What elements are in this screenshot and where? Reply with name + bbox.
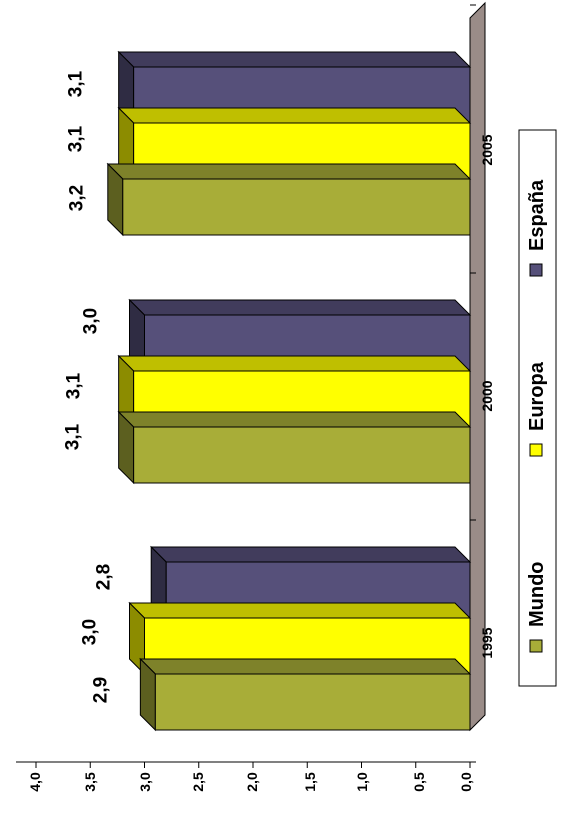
data-label-espana-1995: 2,8 xyxy=(94,564,115,590)
bar-depth-face xyxy=(117,107,472,124)
data-label-espana-2005: 3,1 xyxy=(66,70,87,97)
category-label: 2000 xyxy=(479,380,495,411)
value-tick-label: 3,5 xyxy=(82,772,98,792)
data-label-espana-2000: 3,0 xyxy=(81,308,102,334)
legend-label-europa: Europa xyxy=(526,361,548,431)
data-label-mundo-2000: 3,1 xyxy=(63,423,84,450)
value-tick-label: 2,0 xyxy=(244,772,260,792)
data-label-europa-2005: 3,1 xyxy=(66,125,87,152)
value-tick-label: 0,5 xyxy=(411,772,427,792)
bar-depth-face xyxy=(128,602,472,619)
data-label-mundo-2005: 3,2 xyxy=(67,185,88,211)
legend-swatch-espana xyxy=(529,263,543,277)
legend-swatch-mundo xyxy=(529,639,543,653)
value-tick-label: 1,0 xyxy=(354,772,370,792)
bar-mundo-1995 xyxy=(139,657,472,732)
bar-mundo-2000 xyxy=(117,410,472,485)
bar-depth-face xyxy=(117,51,472,68)
bar-depth-face xyxy=(128,299,472,316)
value-axis-ticks: 0,0 0,5 1,0 1,5 2,0 2,5 3,0 3,5 4,0 xyxy=(27,772,474,792)
chart-floor xyxy=(469,1,486,732)
legend-label-espana: España xyxy=(526,179,548,251)
bar-front-face xyxy=(133,426,471,484)
category-labels: 1995 2000 2005 xyxy=(479,134,495,658)
category-label: 1995 xyxy=(479,627,495,658)
bar-depth-face xyxy=(149,546,472,563)
legend-label-mundo: Mundo xyxy=(526,561,548,627)
value-tick-label: 4,0 xyxy=(27,772,43,792)
legend-swatch-europa xyxy=(529,443,543,457)
data-labels: 2,9 3,0 2,8 3,1 3,1 3,0 3,2 3,1 3,1 xyxy=(63,70,115,703)
value-tick-label: 2,5 xyxy=(190,772,206,792)
data-label-europa-2000: 3,1 xyxy=(64,372,85,399)
bars xyxy=(16,1,486,768)
bar-depth-face xyxy=(117,355,472,372)
bar-depth-face xyxy=(139,658,472,675)
bar-mundo-2005 xyxy=(106,162,472,237)
data-label-mundo-1995: 2,9 xyxy=(91,677,112,703)
bar-depth-face xyxy=(106,163,472,180)
bar-depth-face xyxy=(117,411,472,428)
data-label-europa-1995: 3,0 xyxy=(80,619,101,645)
legend-box xyxy=(518,129,557,687)
legend: Mundo Europa España xyxy=(518,129,557,687)
bar-front-face xyxy=(154,673,471,731)
value-tick-label: 1,5 xyxy=(302,772,318,792)
value-tick-label: 0,0 xyxy=(458,772,474,792)
category-label: 2005 xyxy=(479,134,495,165)
value-tick-label: 3,0 xyxy=(137,772,153,792)
bar-front-face xyxy=(122,178,471,236)
